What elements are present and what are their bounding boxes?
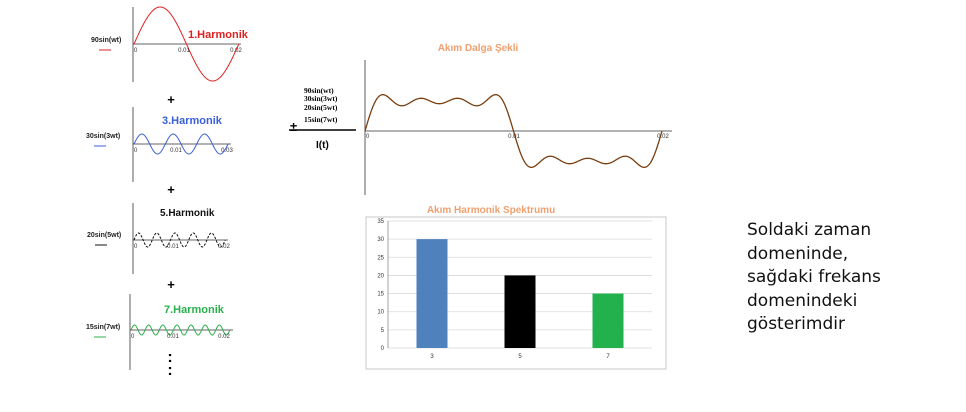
- harmonic-panel-3: 0 0.01 0.03 30sin(3wt) 3.Harmonik: [86, 107, 233, 182]
- y-tick-label: 25: [377, 255, 384, 261]
- tick-label-0: 0: [131, 334, 135, 340]
- continuation-dots-2: :: [167, 362, 172, 379]
- current-waveform-plot: 0 0.01 0.02: [364, 60, 672, 195]
- summation-block: 90sin(wt) 30sin(3wt) 20sin(5wt) 15sin(7w…: [304, 86, 338, 124]
- description-text: Soldaki zaman domeninde, sağdaki frekans…: [747, 219, 947, 337]
- waveform-tick-2: 0.02: [657, 134, 669, 140]
- tick-label-end: 0.02: [218, 244, 230, 250]
- sum-term-4: 15sin(7wt): [304, 115, 338, 124]
- y-tick-label: 5: [381, 328, 385, 334]
- waveform-tick-1: 0.01: [508, 134, 520, 140]
- harmonic-label: 15sin(7wt): [86, 324, 120, 331]
- tick-label-end: 0.02: [230, 48, 242, 54]
- tick-label-mid: 0.01: [167, 334, 179, 340]
- description-line-5: gösterimdir: [747, 314, 845, 334]
- tick-label-0: 0: [134, 48, 138, 54]
- bar-5: [504, 275, 536, 348]
- harmonic-wave-5: [133, 232, 226, 248]
- harmonic-panel-7: 0 0.01 0.02 15sin(7wt) 7.Harmonik: [86, 294, 233, 370]
- x-tick-label: 3: [430, 354, 434, 360]
- description-line-3: sağdaki frekans: [747, 267, 881, 287]
- waveform-tick-0: 0: [366, 134, 370, 140]
- continuation-dots-1: :: [167, 349, 172, 366]
- harmonic-label: 20sin(5wt): [87, 232, 121, 239]
- harmonic-panel-5: 0 0.01 0.02 20sin(5wt) 5.Harmonik: [87, 203, 230, 274]
- harmonic-label: 30sin(3wt): [86, 133, 120, 140]
- description-line-4: domenindeki: [747, 290, 858, 311]
- harmonic-panel-1: 0 0.01 0.02 90sin(wt) 1.Harmonik: [91, 6, 249, 82]
- sum-sign: ±: [290, 119, 297, 134]
- waveform-title: Akım Dalga Şekli: [438, 43, 519, 54]
- y-tick-label: 10: [377, 310, 384, 316]
- harmonic-label: 90sin(wt): [91, 37, 121, 44]
- bar-7: [592, 293, 624, 348]
- sum-result-label: I(t): [316, 140, 329, 151]
- harmonic-panels: 0 0.01 0.02 90sin(wt) 1.Harmonik 0 0.01 0.03 30s…: [86, 6, 249, 370]
- tick-label-0: 0: [134, 244, 138, 250]
- y-tick-label: 0: [381, 346, 385, 352]
- bar-3: [416, 239, 448, 348]
- harmonic-wave-7: [130, 324, 231, 336]
- description-line-1: Soldaki zaman: [747, 220, 872, 240]
- tick-label-0: 0: [134, 148, 138, 154]
- y-tick-label: 35: [377, 219, 384, 225]
- harmonic-title: 5.Harmonik: [160, 208, 215, 219]
- x-tick-label: 5: [518, 354, 522, 360]
- plus-sign-1: +: [167, 92, 175, 107]
- sum-term-1: 90sin(wt): [304, 86, 334, 95]
- tick-label-mid: 0.01: [170, 148, 182, 154]
- tick-label-end: 0.02: [218, 334, 230, 340]
- tick-label-mid: 0.01: [178, 48, 190, 54]
- harmonic-title: 1.Harmonik: [188, 29, 249, 41]
- harmonic-wave-3: [133, 133, 229, 155]
- y-tick-label: 15: [377, 292, 384, 298]
- y-tick-label: 30: [377, 237, 384, 243]
- sum-term-2: 30sin(3wt): [304, 94, 338, 103]
- waveform-line: [364, 94, 663, 168]
- description-line-2: domeninde,: [747, 243, 849, 264]
- plus-sign-3: +: [167, 277, 175, 292]
- y-tick-label: 20: [377, 273, 384, 279]
- plus-sign-2: +: [167, 182, 175, 197]
- tick-label-mid: 0.01: [167, 244, 179, 250]
- tick-label-end: 0.03: [221, 148, 233, 154]
- harmonic-wave-1: [133, 6, 240, 82]
- x-tick-label: 7: [606, 354, 610, 360]
- spectrum-title: Akım Harmonik Spektrumu: [427, 205, 555, 216]
- harmonic-title: 3.Harmonik: [162, 115, 223, 127]
- harmonic-title: 7.Harmonik: [164, 304, 225, 316]
- sum-term-3: 20sin(5wt): [304, 103, 338, 112]
